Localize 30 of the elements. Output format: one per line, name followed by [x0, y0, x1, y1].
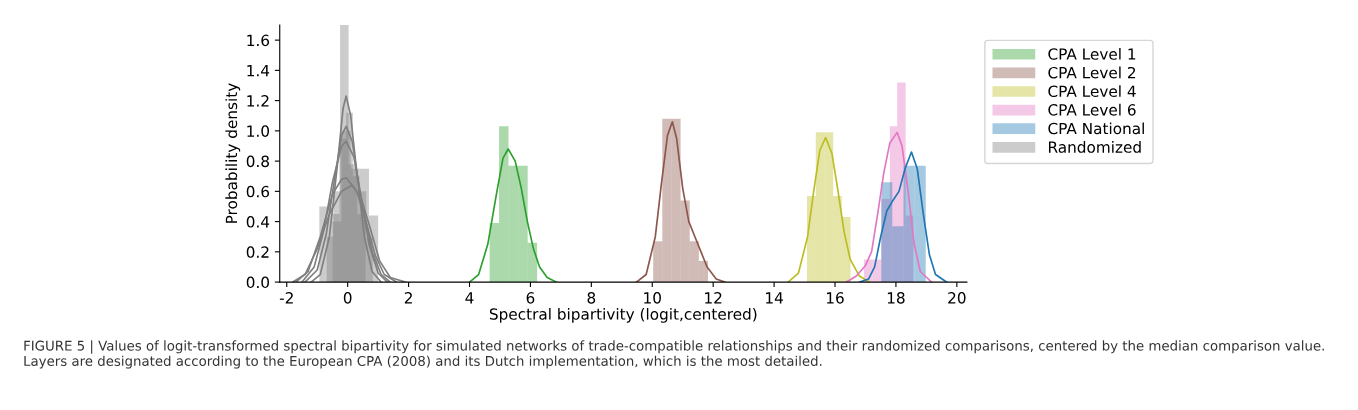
x-tick-label: 20 — [948, 292, 966, 304]
x-tick-label: 18 — [887, 292, 905, 304]
y-tick-label: 0.0 — [246, 276, 270, 289]
x-tick-label: 14 — [766, 292, 783, 304]
legend-label: CPA Level 6 — [1048, 103, 1136, 116]
y-tick-label: 1.4 — [247, 65, 270, 77]
y-tick-label: 0.2 — [246, 246, 269, 258]
legend-label: CPA Level 4 — [1048, 85, 1136, 98]
legend-label: CPA Level 1 — [1048, 48, 1136, 60]
y-tick-label: 1.6 — [247, 34, 270, 47]
legend-label: CPA National — [1048, 122, 1144, 135]
x-tick-label: 8 — [587, 292, 596, 304]
y-tick-label: 0.6 — [246, 185, 270, 198]
y-tick-label: 0.4 — [246, 216, 270, 228]
legend-label: Randomized — [1048, 141, 1141, 153]
y-tick-label: 0.8 — [246, 155, 269, 168]
x-tick-label: 0 — [343, 292, 352, 304]
x-tick-label: 6 — [526, 292, 535, 304]
x-axis-title: Spectral bipartivity (logit,centered) — [489, 307, 757, 323]
x-tick-label: 2 — [404, 292, 412, 304]
caption: FIGURE 5 | Values of logit-transformed spectral bipartivity for simulated networks of trade-compatible relationships and their randomized comparisons, centered by the median comparison value. Layers are designated according to the European CPA (2008) and its Dutch implementation, which is the most detailed. — [24, 340, 1324, 369]
x-tick-label: 12 — [705, 292, 722, 304]
x-tick-label: -2 — [279, 292, 293, 304]
y-tick-label: 1.0 — [247, 125, 270, 137]
legend-label: CPA Level 2 — [1048, 66, 1136, 79]
x-tick-label: 10 — [644, 292, 661, 304]
x-tick-label: 16 — [826, 292, 844, 304]
y-axis-title: Probability density — [225, 83, 241, 223]
x-tick-label: 4 — [465, 292, 474, 304]
y-tick-label: 1.2 — [247, 95, 269, 107]
